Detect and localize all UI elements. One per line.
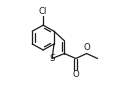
Text: Cl: Cl (39, 7, 47, 16)
Text: O: O (83, 43, 90, 52)
Text: S: S (49, 54, 55, 63)
Text: O: O (72, 70, 79, 79)
